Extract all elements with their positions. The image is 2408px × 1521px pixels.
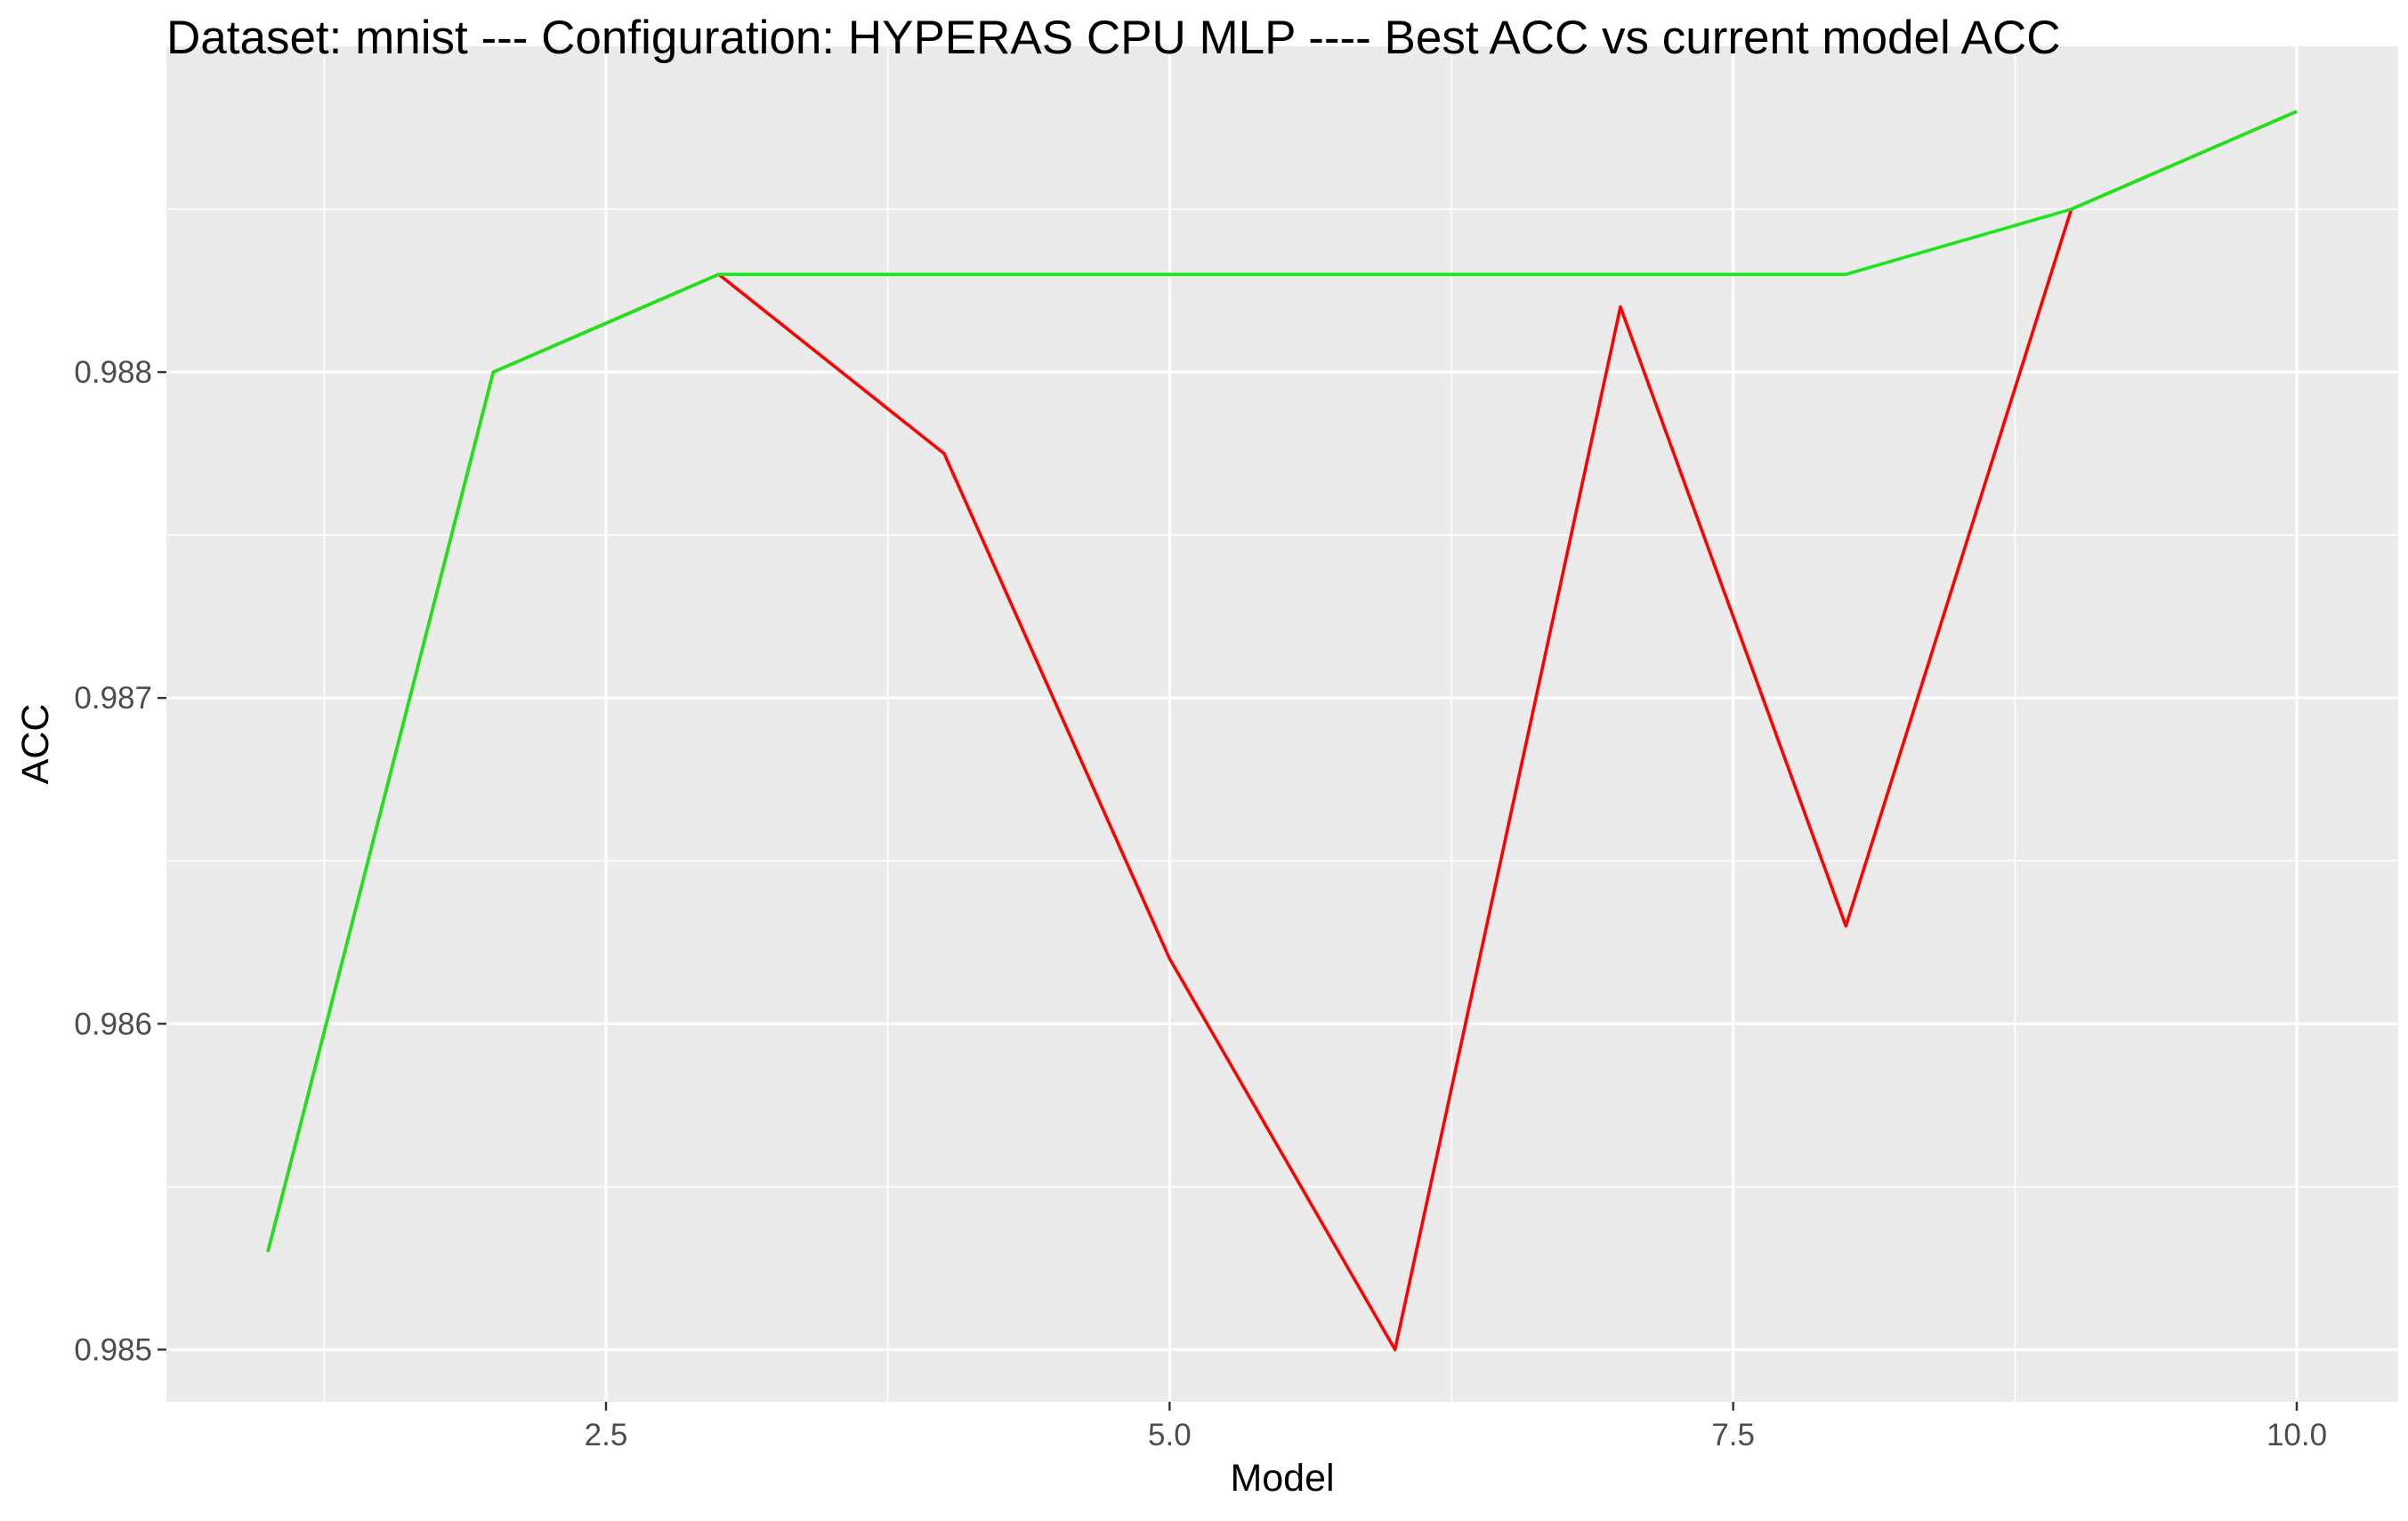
series-layer: [266, 109, 2298, 1352]
x-axis: 2.5 5.0 7.5 10.0: [585, 1402, 2327, 1452]
y-axis-title: ACC: [14, 704, 57, 785]
y-tick-label: 0.985: [74, 1332, 152, 1367]
x-tick-label: 10.0: [2267, 1418, 2327, 1452]
minor-gridlines: [166, 46, 2398, 1402]
y-axis: 0.985 0.986 0.987 0.988: [74, 355, 166, 1367]
plot-background: [166, 46, 2398, 1402]
y-tick-label: 0.988: [74, 355, 152, 390]
y-tick-label: 0.987: [74, 681, 152, 716]
major-gridlines: [166, 46, 2398, 1402]
x-tick-label: 5.0: [1148, 1418, 1192, 1452]
y-tick-label: 0.986: [74, 1007, 152, 1041]
series-line-best-acc: [266, 109, 2298, 1253]
x-axis-title: Model: [1230, 1457, 1334, 1500]
x-tick-label: 7.5: [1711, 1418, 1755, 1452]
x-tick-label: 2.5: [585, 1418, 628, 1452]
chart-title: Dataset: mnist --- Configuration: HYPERA…: [166, 12, 2061, 64]
